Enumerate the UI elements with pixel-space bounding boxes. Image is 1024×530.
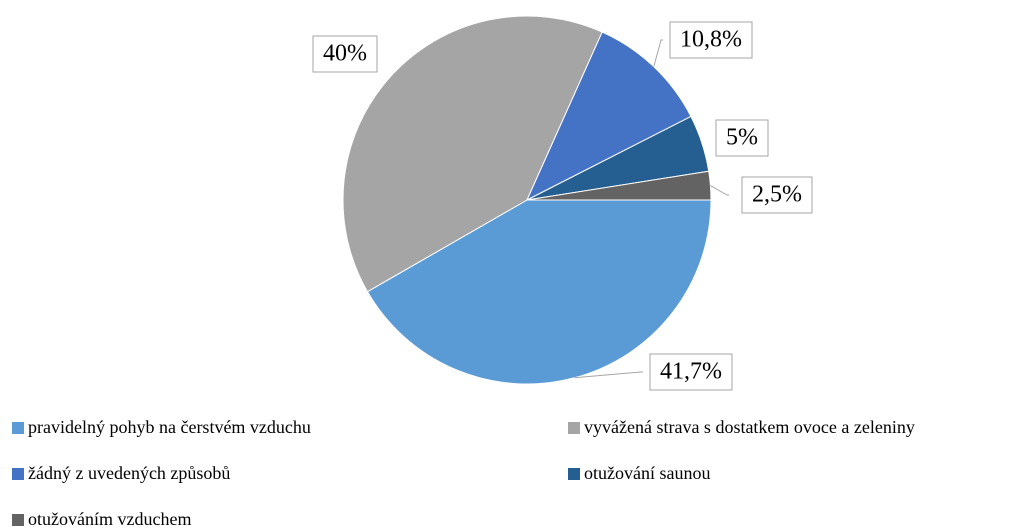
label-box <box>669 21 753 59</box>
leader-line <box>653 39 663 67</box>
legend-label: žádný z uvedených způsobů <box>28 463 230 483</box>
pie-slice <box>366 199 712 385</box>
data-label: 41,7% <box>660 359 722 385</box>
data-label: 2,5% <box>752 182 802 208</box>
legend-swatch <box>12 468 24 480</box>
leader-line <box>574 371 643 379</box>
legend-swatch <box>12 514 24 526</box>
legend-label: otužování saunou <box>584 463 710 483</box>
legend-swatch <box>568 422 580 434</box>
leader-line <box>710 185 729 196</box>
legend-swatch <box>12 422 24 434</box>
label-box <box>649 353 733 391</box>
label-box <box>741 176 813 214</box>
label-box <box>715 119 769 157</box>
label-box <box>312 35 378 73</box>
data-label: 10,8% <box>680 27 742 53</box>
pie-slice <box>525 31 692 202</box>
data-label: 5% <box>726 125 758 151</box>
data-label: 40% <box>323 41 367 67</box>
pie-slice <box>342 15 603 293</box>
legend-label: vyvážená strava s dostatkem ovoce a zele… <box>584 417 915 437</box>
legend-label: pravidelný pohyb na čerstvém vzduchu <box>28 417 311 437</box>
legend-swatch <box>568 468 580 480</box>
legend-label: otužováním vzduchem <box>28 509 191 529</box>
